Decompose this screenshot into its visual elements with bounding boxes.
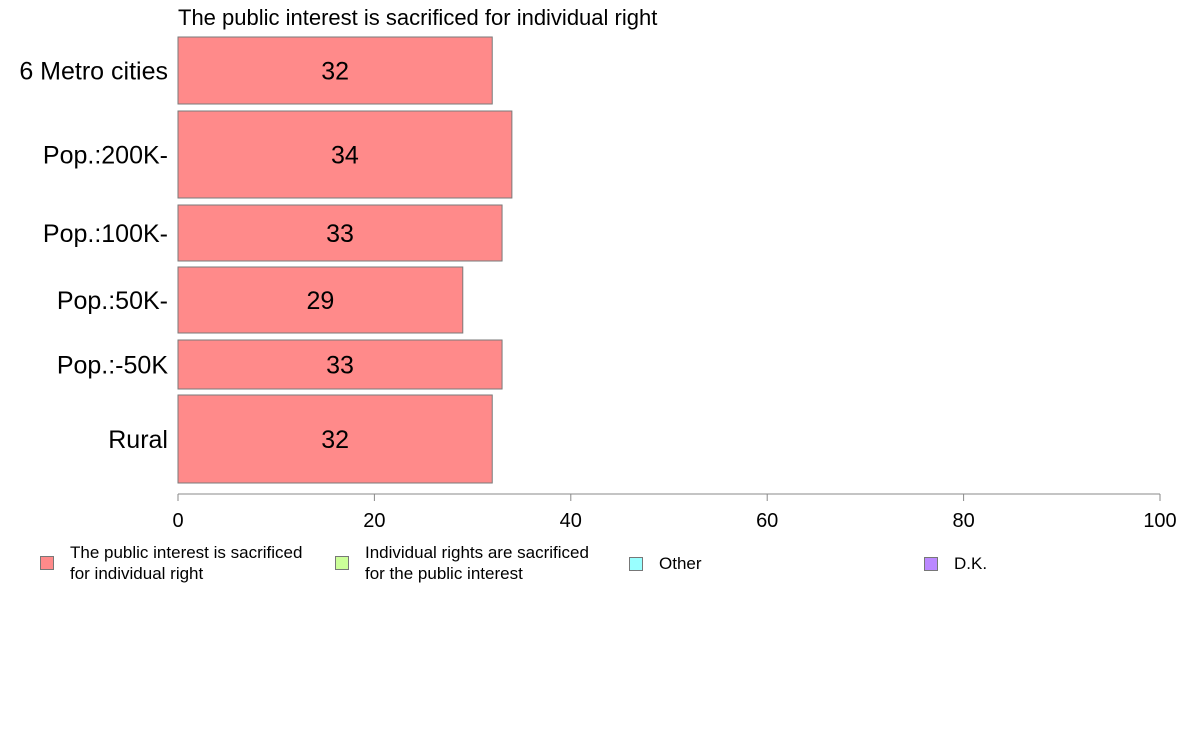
bar-chart: The public interest is sacrificed for in… [19, 5, 1177, 532]
bar [177, 394, 493, 484]
x-tick-label: 0 [172, 510, 183, 532]
legend-item-individual-rights: Individual rights are sacrificed for the… [335, 542, 589, 584]
data-label: 29 [306, 287, 334, 315]
category-label: Rural [108, 426, 168, 454]
legend-swatch [629, 556, 643, 571]
legend-swatch [924, 556, 938, 571]
legend: The public interest is sacrificed for in… [0, 542, 1188, 592]
x-tick-label: 40 [560, 510, 582, 532]
legend-swatch [335, 556, 349, 570]
chart-title: The public interest is sacrificed for in… [178, 5, 657, 30]
category-label: Pop.:-50K [57, 352, 169, 380]
legend-label: The public interest is sacrificed for in… [70, 543, 303, 583]
x-axis: 0 20 40 60 80 100 [172, 493, 1177, 532]
x-tick-label: 80 [952, 510, 974, 532]
bar [177, 36, 493, 105]
legend-label: Individual rights are sacrificed for the… [365, 543, 589, 583]
data-label: 33 [326, 352, 354, 380]
category-label: Pop.:200K- [43, 142, 168, 170]
category-label: Pop.:50K- [57, 287, 168, 315]
bars-group: 6 Metro cities 32 Pop.:200K- 34 Pop.:100K- 33… [19, 36, 513, 484]
data-label: 33 [326, 220, 354, 248]
x-tick-label: 20 [363, 510, 385, 532]
category-label: Pop.:100K- [43, 220, 168, 248]
category-label: 6 Metro cities [19, 58, 168, 86]
bar [177, 204, 503, 262]
data-label: 32 [321, 58, 349, 86]
legend-item-other: Other [629, 553, 702, 574]
x-tick-label: 100 [1143, 510, 1176, 532]
bar [177, 339, 503, 390]
legend-swatch [40, 556, 54, 570]
legend-label: D.K. [954, 554, 988, 573]
legend-item-dk: D.K. [924, 553, 987, 574]
data-label: 34 [331, 142, 359, 170]
bar [177, 110, 513, 199]
data-label: 32 [321, 426, 349, 454]
legend-label: Other [659, 554, 702, 573]
x-tick-label: 60 [756, 510, 778, 532]
bar [177, 266, 464, 334]
legend-item-public-interest: The public interest is sacrificed for in… [40, 542, 302, 584]
